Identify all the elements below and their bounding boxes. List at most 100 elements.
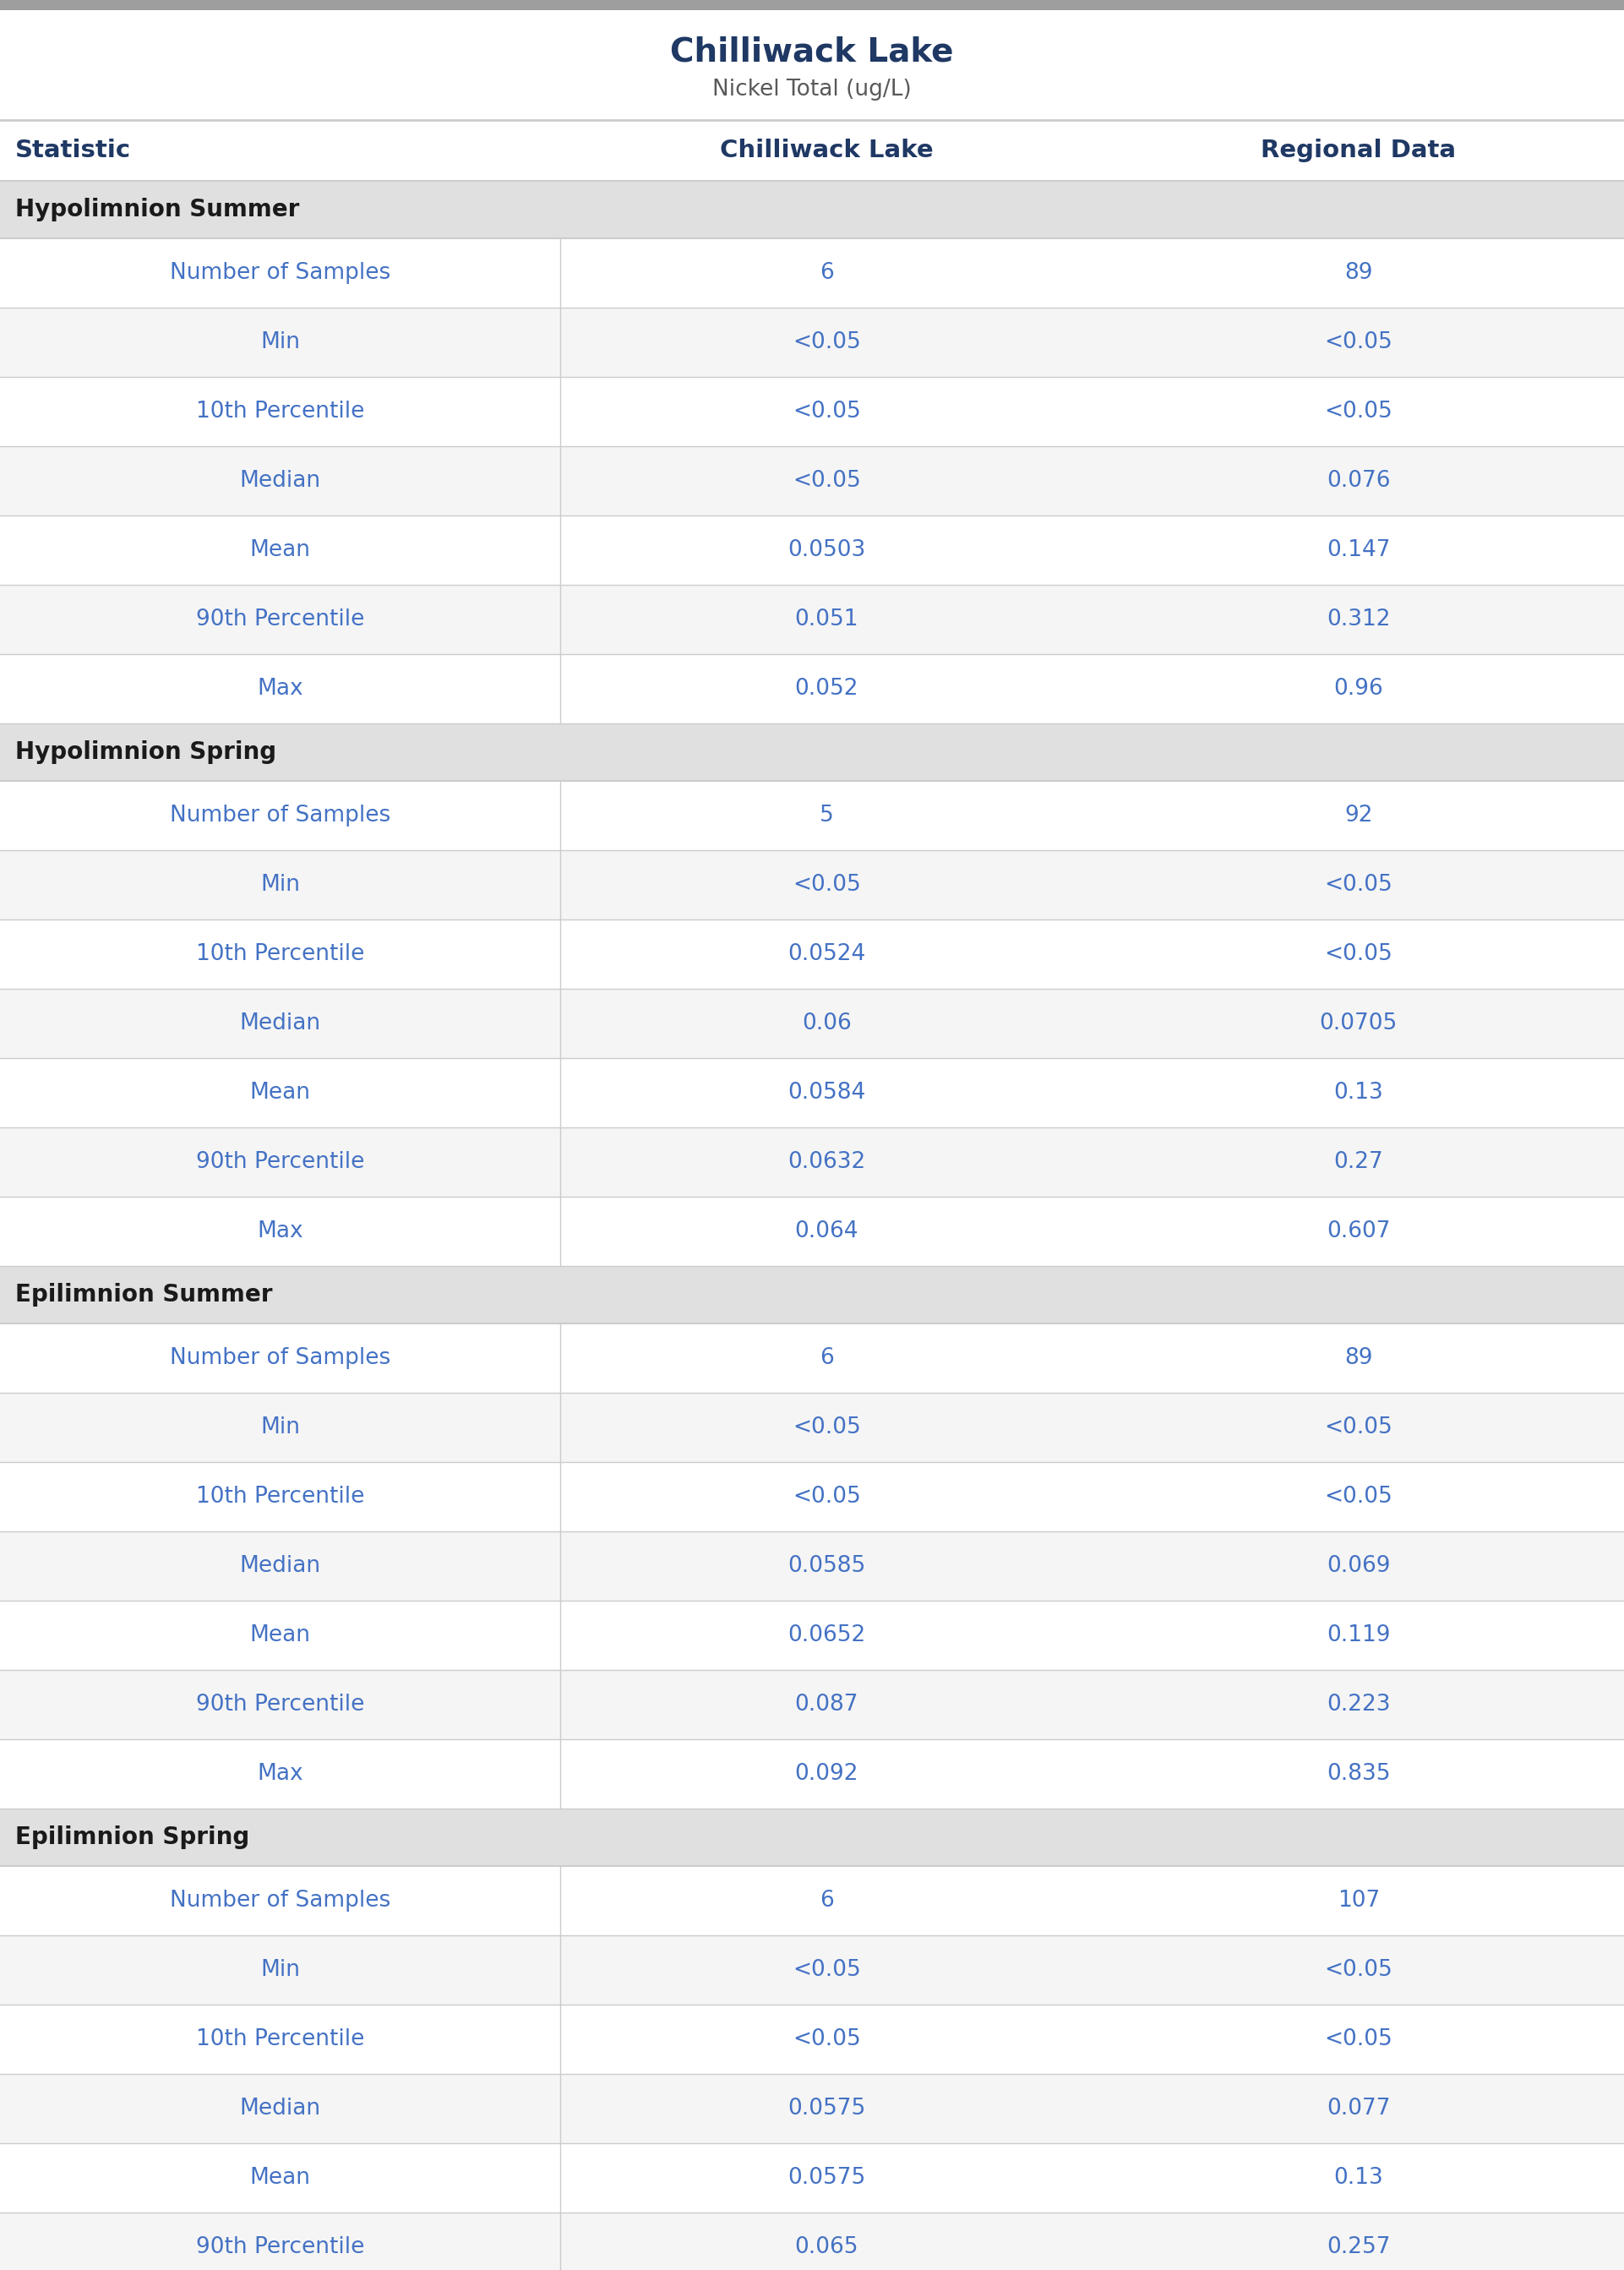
Text: <0.05: <0.05: [1324, 1416, 1393, 1439]
Text: 0.0705: 0.0705: [1320, 1012, 1397, 1035]
Text: 90th Percentile: 90th Percentile: [197, 1151, 364, 1174]
Text: 0.0584: 0.0584: [788, 1083, 866, 1103]
Text: Min: Min: [260, 1959, 300, 1982]
Text: Median: Median: [239, 2097, 322, 2120]
Text: Nickel Total (ug/L): Nickel Total (ug/L): [713, 77, 911, 100]
Text: 0.147: 0.147: [1327, 540, 1390, 561]
Bar: [0, 1323, 1624, 1394]
Text: 0.119: 0.119: [1327, 1625, 1390, 1646]
Text: <0.05: <0.05: [1324, 331, 1393, 354]
Text: 0.312: 0.312: [1327, 608, 1390, 631]
Text: Max: Max: [257, 679, 304, 699]
Text: Min: Min: [260, 874, 300, 897]
Text: 10th Percentile: 10th Percentile: [197, 1487, 364, 1507]
Text: 0.257: 0.257: [1327, 2236, 1390, 2259]
Text: <0.05: <0.05: [793, 470, 861, 493]
Text: Max: Max: [257, 1764, 304, 1784]
Bar: [0, 1532, 1624, 1600]
Text: Number of Samples: Number of Samples: [171, 261, 390, 284]
Bar: [0, 0, 1624, 9]
Text: <0.05: <0.05: [1324, 942, 1393, 965]
Text: Median: Median: [239, 470, 322, 493]
Bar: [0, 9, 1624, 120]
Text: 0.0524: 0.0524: [788, 942, 866, 965]
Text: 89: 89: [1345, 261, 1372, 284]
Bar: [0, 1267, 1624, 1323]
Text: 92: 92: [1345, 804, 1372, 826]
Text: Number of Samples: Number of Samples: [171, 804, 390, 826]
Text: 0.087: 0.087: [794, 1693, 859, 1716]
Text: <0.05: <0.05: [793, 331, 861, 354]
Bar: [0, 1128, 1624, 1196]
Text: 6: 6: [820, 1889, 833, 1911]
Bar: [0, 781, 1624, 851]
Text: 0.607: 0.607: [1327, 1221, 1390, 1242]
Bar: [0, 2143, 1624, 2213]
Text: Regional Data: Regional Data: [1260, 138, 1457, 161]
Text: 90th Percentile: 90th Percentile: [197, 2236, 364, 2259]
Bar: [0, 2075, 1624, 2143]
Text: Number of Samples: Number of Samples: [171, 1889, 390, 1911]
Bar: [0, 1394, 1624, 1462]
Text: 0.065: 0.065: [794, 2236, 859, 2259]
Text: 0.0585: 0.0585: [788, 1555, 866, 1578]
Bar: [0, 238, 1624, 309]
Text: 90th Percentile: 90th Percentile: [197, 1693, 364, 1716]
Text: 5: 5: [820, 804, 833, 826]
Text: Mean: Mean: [250, 1625, 310, 1646]
Text: 0.13: 0.13: [1333, 2168, 1384, 2188]
Text: Min: Min: [260, 331, 300, 354]
Bar: [0, 1739, 1624, 1809]
Text: Epilimnion Summer: Epilimnion Summer: [15, 1283, 273, 1308]
Text: 6: 6: [820, 1346, 833, 1369]
Bar: [0, 447, 1624, 515]
Text: Hypolimnion Spring: Hypolimnion Spring: [15, 740, 276, 765]
Text: <0.05: <0.05: [793, 1416, 861, 1439]
Text: 10th Percentile: 10th Percentile: [197, 942, 364, 965]
Text: 89: 89: [1345, 1346, 1372, 1369]
Bar: [0, 724, 1624, 781]
Text: 0.0632: 0.0632: [788, 1151, 866, 1174]
Bar: [0, 654, 1624, 724]
Text: Number of Samples: Number of Samples: [171, 1346, 390, 1369]
Text: Mean: Mean: [250, 540, 310, 561]
Text: Chilliwack Lake: Chilliwack Lake: [719, 138, 934, 161]
Bar: [0, 851, 1624, 919]
Text: Statistic: Statistic: [15, 138, 132, 161]
Text: <0.05: <0.05: [1324, 400, 1393, 422]
Text: 0.223: 0.223: [1327, 1693, 1390, 1716]
Text: Median: Median: [239, 1555, 322, 1578]
Bar: [0, 2004, 1624, 2075]
Text: 10th Percentile: 10th Percentile: [197, 2029, 364, 2050]
Bar: [0, 1600, 1624, 1671]
Text: 0.0503: 0.0503: [788, 540, 866, 561]
Text: <0.05: <0.05: [793, 1487, 861, 1507]
Bar: [0, 1058, 1624, 1128]
Bar: [0, 1196, 1624, 1267]
Text: Hypolimnion Summer: Hypolimnion Summer: [15, 197, 299, 222]
Bar: [0, 377, 1624, 447]
Bar: [0, 1866, 1624, 1936]
Text: 0.051: 0.051: [794, 608, 859, 631]
Text: 0.0575: 0.0575: [788, 2168, 866, 2188]
Text: 0.13: 0.13: [1333, 1083, 1384, 1103]
Text: 0.092: 0.092: [794, 1764, 859, 1784]
Bar: [0, 1936, 1624, 2004]
Bar: [0, 309, 1624, 377]
Text: 0.0652: 0.0652: [788, 1625, 866, 1646]
Bar: [0, 990, 1624, 1058]
Text: <0.05: <0.05: [1324, 1959, 1393, 1982]
Text: 0.069: 0.069: [1327, 1555, 1390, 1578]
Text: <0.05: <0.05: [793, 1959, 861, 1982]
Bar: [0, 182, 1624, 238]
Text: 10th Percentile: 10th Percentile: [197, 400, 364, 422]
Text: Mean: Mean: [250, 2168, 310, 2188]
Bar: [0, 515, 1624, 586]
Text: 0.076: 0.076: [1327, 470, 1390, 493]
Bar: [0, 120, 1624, 182]
Text: <0.05: <0.05: [1324, 2029, 1393, 2050]
Text: 107: 107: [1337, 1889, 1380, 1911]
Text: <0.05: <0.05: [1324, 874, 1393, 897]
Text: <0.05: <0.05: [793, 874, 861, 897]
Text: Mean: Mean: [250, 1083, 310, 1103]
